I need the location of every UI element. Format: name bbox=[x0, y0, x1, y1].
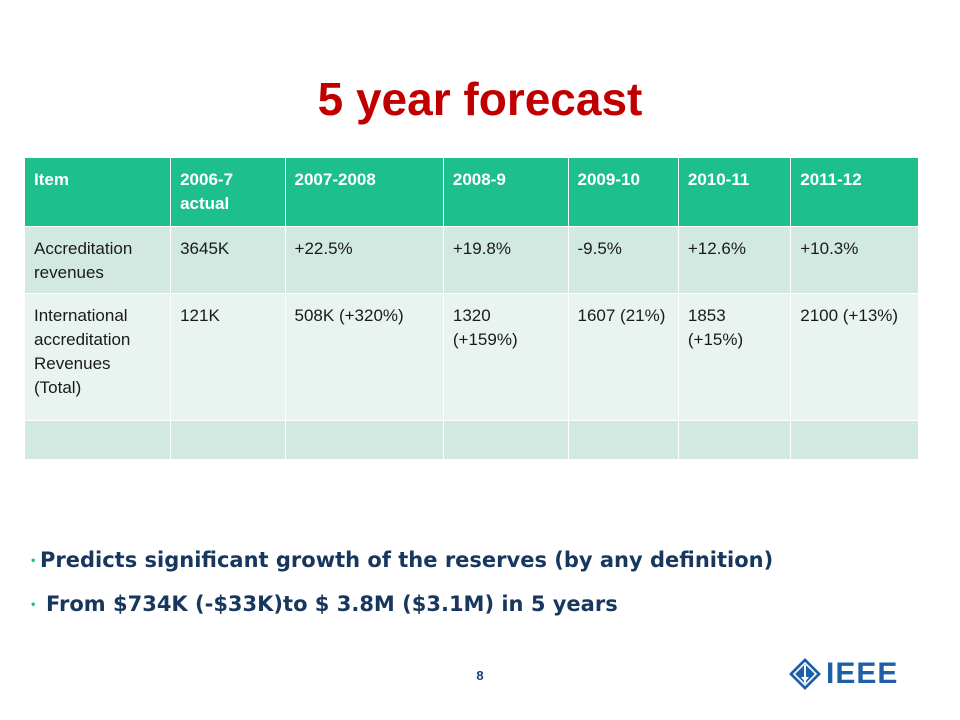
table-header-cell: 2007-2008 bbox=[284, 157, 444, 227]
table-row bbox=[23, 420, 919, 460]
table-cell: International accreditation Revenues (To… bbox=[23, 293, 172, 421]
table-header-cell: 2009-10 bbox=[567, 157, 679, 227]
table-cell bbox=[677, 420, 792, 460]
table-cell: 1853 (+15%) bbox=[677, 293, 792, 421]
table-cell bbox=[442, 420, 569, 460]
table-cell: 121K bbox=[170, 293, 286, 421]
table-header-cell: 2008-9 bbox=[442, 157, 569, 227]
ieee-logo: IEEE bbox=[788, 656, 898, 692]
table-cell: 2100 (+13%) bbox=[790, 293, 919, 421]
logo-text: IEEE bbox=[826, 657, 899, 690]
table-row: Accreditation revenues 3645K +22.5% +19.… bbox=[23, 226, 919, 294]
table-cell: Accreditation revenues bbox=[23, 226, 172, 294]
table-cell bbox=[284, 420, 444, 460]
table-header-cell: 2011-12 bbox=[790, 157, 919, 227]
bullet-item: • From $734K (-$33K)to $ 3.8M ($3.1M) in… bbox=[30, 592, 930, 636]
bullet-list: • Predicts significant growth of the res… bbox=[30, 548, 930, 636]
table-cell: 508K (+320%) bbox=[284, 293, 444, 421]
bullet-text: From $734K (-$33K)to $ 3.8M ($3.1M) in 5… bbox=[46, 592, 618, 616]
table-header-cell: 2010-11 bbox=[677, 157, 792, 227]
table-cell: 1607 (21%) bbox=[567, 293, 679, 421]
table-cell bbox=[567, 420, 679, 460]
table-cell: 3645K bbox=[170, 226, 286, 294]
page-number: 8 bbox=[476, 668, 484, 683]
table-header-cell: Item bbox=[23, 157, 172, 227]
table-cell bbox=[170, 420, 286, 460]
table-cell: -9.5% bbox=[567, 226, 679, 294]
table-cell: 1320 (+159%) bbox=[442, 293, 569, 421]
table-cell: +12.6% bbox=[677, 226, 792, 294]
ieee-diamond-icon bbox=[789, 658, 821, 690]
bullet-dot-icon: • bbox=[30, 556, 37, 567]
table-header-row: Item 2006-7 actual 2007-2008 2008-9 2009… bbox=[23, 157, 919, 227]
bullet-dot-icon: • bbox=[30, 600, 37, 611]
bullet-text: Predicts significant growth of the reser… bbox=[40, 548, 774, 572]
bullet-item: • Predicts significant growth of the res… bbox=[30, 548, 930, 592]
table-cell: +19.8% bbox=[442, 226, 569, 294]
table-cell: +10.3% bbox=[790, 226, 919, 294]
slide-title: 5 year forecast bbox=[317, 73, 643, 125]
table-header-cell: 2006-7 actual bbox=[170, 157, 286, 227]
table-cell bbox=[23, 420, 172, 460]
table-cell bbox=[790, 420, 919, 460]
table-cell: +22.5% bbox=[284, 226, 444, 294]
forecast-table: Item 2006-7 actual 2007-2008 2008-9 2009… bbox=[23, 157, 919, 460]
table-row: International accreditation Revenues (To… bbox=[23, 293, 919, 421]
